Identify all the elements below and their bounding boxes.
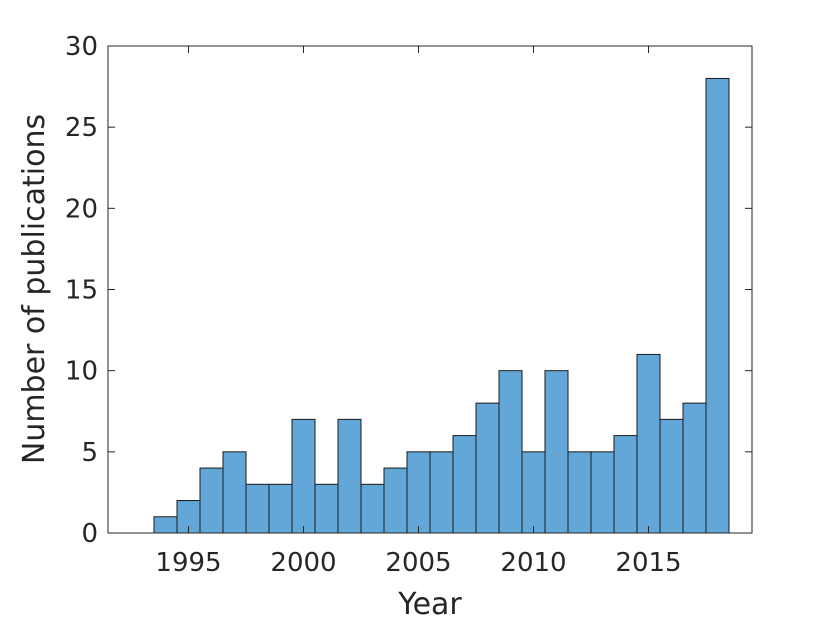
bar-2002 bbox=[337, 418, 362, 534]
y-tick-label-10: 10 bbox=[65, 357, 98, 387]
bar-2004 bbox=[383, 467, 408, 534]
x-tick-label-2000: 2000 bbox=[270, 548, 336, 578]
bars-group bbox=[153, 77, 730, 534]
bar-2015 bbox=[636, 353, 661, 534]
x-tick-label-2015: 2015 bbox=[615, 548, 681, 578]
y-tick-label-30: 30 bbox=[65, 32, 98, 62]
bar-2017 bbox=[682, 402, 707, 534]
bar-1997 bbox=[222, 451, 247, 534]
bar-2006 bbox=[429, 451, 454, 534]
x-tick-label-1995: 1995 bbox=[155, 548, 221, 578]
x-tick-label-2005: 2005 bbox=[385, 548, 451, 578]
bar-2012 bbox=[567, 451, 592, 534]
bar-2009 bbox=[498, 370, 523, 534]
bar-2016 bbox=[659, 418, 684, 534]
bar-2007 bbox=[452, 435, 477, 534]
bar-1994 bbox=[153, 516, 178, 534]
y-tick-label-0: 0 bbox=[81, 519, 98, 549]
bar-2010 bbox=[521, 451, 546, 534]
bar-2013 bbox=[590, 451, 615, 534]
x-tick-label-2010: 2010 bbox=[500, 548, 566, 578]
bar-1998 bbox=[245, 483, 270, 534]
bar-2018 bbox=[705, 77, 730, 534]
bar-2014 bbox=[613, 435, 638, 534]
bar-2005 bbox=[406, 451, 431, 534]
bar-1999 bbox=[268, 483, 293, 534]
bar-2011 bbox=[544, 370, 569, 534]
bar-2000 bbox=[291, 418, 316, 534]
y-tick-label-5: 5 bbox=[81, 438, 98, 468]
x-axis-label: Year bbox=[397, 587, 462, 622]
y-axis-label: Number of publications bbox=[17, 114, 52, 464]
y-tick-label-20: 20 bbox=[65, 194, 98, 224]
y-tick-label-15: 15 bbox=[65, 276, 98, 306]
y-axis: 0 5 10 15 20 25 30 bbox=[65, 32, 752, 549]
bar-1996 bbox=[199, 467, 224, 534]
bar-2003 bbox=[360, 483, 385, 534]
bar-2008 bbox=[475, 402, 500, 534]
y-tick-label-25: 25 bbox=[65, 113, 98, 143]
x-axis: 1995 2000 2005 2010 2015 bbox=[155, 46, 682, 578]
bar-2001 bbox=[314, 483, 339, 534]
